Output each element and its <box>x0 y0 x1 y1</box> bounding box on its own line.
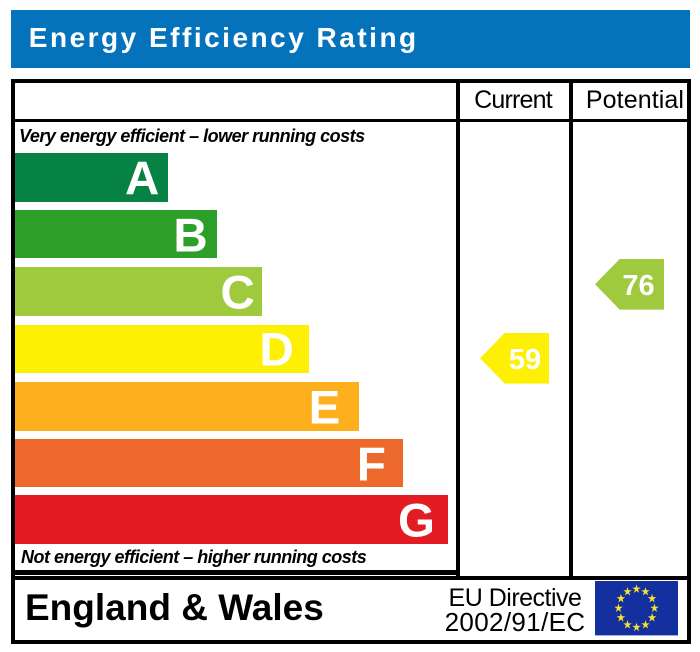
svg-text:76: 76 <box>622 270 654 302</box>
svg-text:59: 59 <box>509 344 541 376</box>
